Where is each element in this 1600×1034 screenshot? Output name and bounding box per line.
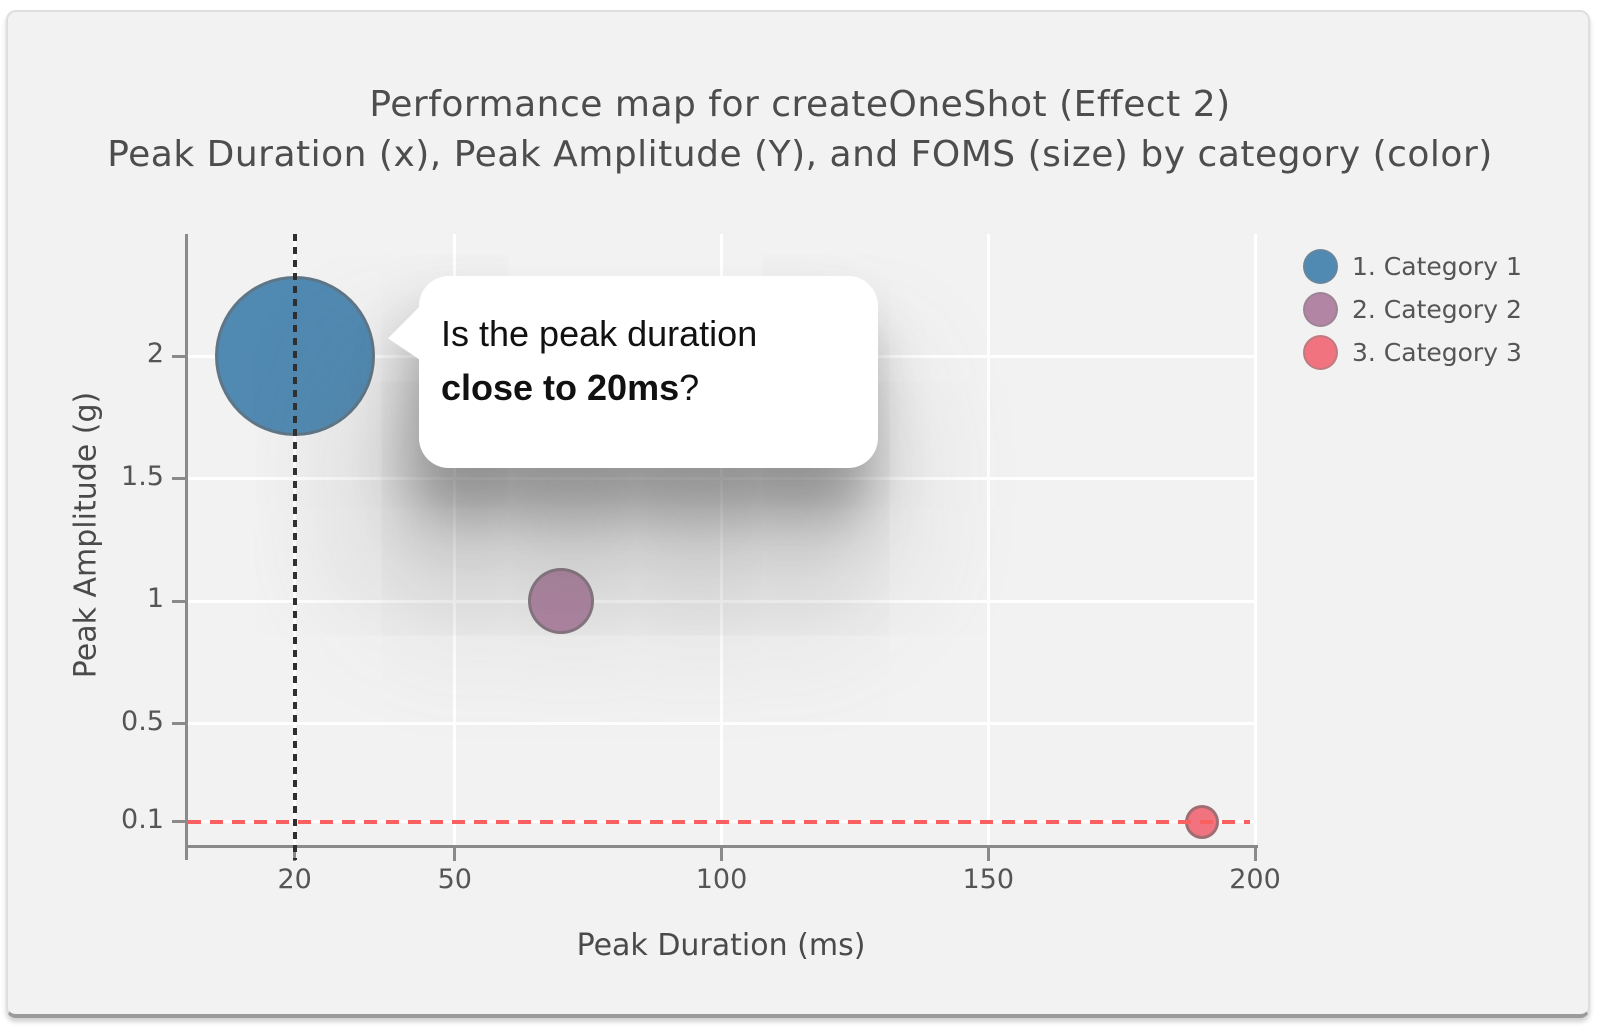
question-suffix: ? xyxy=(679,367,700,408)
legend-item-3[interactable]: 3. Category 3 xyxy=(1303,335,1522,370)
gridline-vertical xyxy=(986,234,990,846)
gridline-vertical xyxy=(453,234,457,846)
x-tick-label: 200 xyxy=(1229,864,1281,895)
x-axis-tick xyxy=(453,848,457,861)
x-axis-tick xyxy=(720,848,723,861)
y-axis-tick xyxy=(172,354,185,358)
y-tick-label: 2 xyxy=(146,338,164,370)
legend-swatch-icon xyxy=(1303,335,1338,370)
legend-item-2[interactable]: 2. Category 2 xyxy=(1303,292,1522,327)
chart-title: Performance map for createOneShot (Effec… xyxy=(369,84,1231,125)
y-tick-label: 0.1 xyxy=(121,803,164,835)
x-tick-label: 150 xyxy=(962,864,1015,895)
x-axis-tick xyxy=(1253,848,1257,861)
gridline-horizontal xyxy=(188,477,1255,481)
legend-swatch-icon xyxy=(1303,249,1338,284)
y-axis-tick xyxy=(172,599,185,603)
chart-subtitle: Peak Duration (x), Peak Amplitude (Y), a… xyxy=(107,134,1493,175)
question-line-1: Is the peak duration xyxy=(441,313,758,354)
legend-label: 3. Category 3 xyxy=(1352,338,1522,367)
x-axis-tick xyxy=(986,848,990,861)
y-tick-label: 1 xyxy=(146,583,164,615)
gridline-horizontal xyxy=(188,722,1255,726)
legend-label: 2. Category 2 xyxy=(1352,295,1522,324)
legend-swatch-icon xyxy=(1303,292,1338,327)
y-tick-label: 0.5 xyxy=(121,705,164,737)
gridline-vertical xyxy=(1253,234,1257,846)
reference-line-vertical xyxy=(292,234,297,860)
x-tick-label: 50 xyxy=(437,864,472,895)
x-axis-label: Peak Duration (ms) xyxy=(576,928,866,963)
y-axis-tick xyxy=(172,820,185,824)
question-line-2: close to 20ms? xyxy=(441,366,861,410)
bubble-category-2[interactable] xyxy=(528,568,595,635)
chart-panel xyxy=(6,10,1590,1018)
y-axis-tick xyxy=(172,722,185,726)
y-axis-line xyxy=(185,234,188,860)
legend-label: 1. Category 1 xyxy=(1352,252,1522,281)
legend: 1. Category 1 2. Category 2 3. Category 3 xyxy=(1303,249,1522,378)
y-tick-label: 1.5 xyxy=(121,460,164,492)
x-axis-line xyxy=(185,845,1258,848)
y-axis-tick xyxy=(172,477,185,481)
y-axis-label: Peak Amplitude (g) xyxy=(68,391,104,679)
question-bubble: Is the peak duration close to 20ms? xyxy=(388,276,878,468)
x-tick-label: 20 xyxy=(277,864,312,895)
x-tick-label: 100 xyxy=(695,864,748,895)
gridline-horizontal xyxy=(188,599,1255,603)
gridline-vertical xyxy=(720,234,723,846)
legend-item-1[interactable]: 1. Category 1 xyxy=(1303,249,1522,284)
question-bold-text: close to 20ms xyxy=(441,367,680,408)
reference-line-horizontal xyxy=(188,819,1250,824)
